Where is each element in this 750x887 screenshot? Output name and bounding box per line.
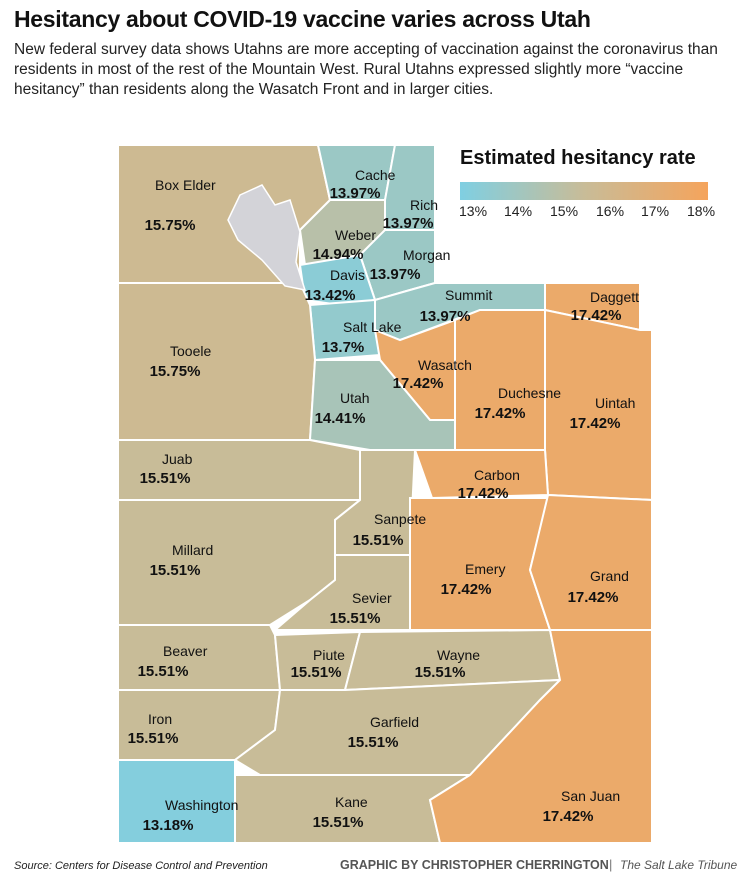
legend-tick: 18%	[687, 203, 716, 219]
county-name-uintah: Uintah	[595, 395, 635, 411]
county-rate-iron: 15.51%	[128, 730, 179, 747]
county-rate-washington: 13.18%	[143, 817, 194, 834]
legend-tick: 15%	[550, 203, 579, 219]
county-rate-sevier: 15.51%	[330, 610, 381, 627]
county-name-wasatch: Wasatch	[418, 357, 472, 373]
legend-color-bar	[460, 182, 708, 200]
county-rate-salt-lake: 13.7%	[322, 339, 365, 356]
county-rate-emery: 17.42%	[441, 581, 492, 598]
county-name-summit: Summit	[445, 287, 493, 303]
county-name-beaver: Beaver	[163, 643, 208, 659]
graphic-credit: GRAPHIC BY CHRISTOPHER CHERRINGTON	[340, 858, 609, 872]
county-rate-san-juan: 17.42%	[543, 808, 594, 825]
county-name-duchesne: Duchesne	[498, 385, 561, 401]
page-title: Hesitancy about COVID-19 vaccine varies …	[14, 6, 591, 32]
county-name-morgan: Morgan	[403, 247, 450, 263]
county-rate-summit: 13.97%	[420, 308, 471, 325]
county-name-daggett: Daggett	[590, 289, 639, 305]
county-rate-sanpete: 15.51%	[353, 532, 404, 549]
county-box-elder	[117, 144, 332, 284]
credit-separator: |	[609, 857, 613, 872]
county-name-san-juan: San Juan	[561, 788, 620, 804]
county-name-sevier: Sevier	[352, 590, 392, 606]
county-name-utah: Utah	[340, 390, 370, 406]
county-rate-tooele: 15.75%	[150, 363, 201, 380]
county-rate-wasatch: 17.42%	[393, 375, 444, 392]
county-rate-morgan: 13.97%	[370, 266, 421, 283]
legend-tick: 17%	[641, 203, 670, 219]
county-rate-garfield: 15.51%	[348, 734, 399, 751]
county-name-millard: Millard	[172, 542, 213, 558]
county-duchesne	[454, 309, 546, 451]
county-rate-utah: 14.41%	[315, 410, 366, 427]
legend-tick: 14%	[504, 203, 533, 219]
legend-tick: 16%	[596, 203, 625, 219]
county-rate-uintah: 17.42%	[570, 415, 621, 432]
county-name-washington: Washington	[165, 797, 238, 813]
county-rate-wayne: 15.51%	[415, 664, 466, 681]
county-grand	[528, 493, 653, 631]
county-rate-piute: 15.51%	[291, 664, 342, 681]
county-rate-duchesne: 17.42%	[475, 405, 526, 422]
county-name-davis: Davis	[330, 267, 365, 283]
county-name-emery: Emery	[465, 561, 505, 577]
county-name-weber: Weber	[335, 227, 376, 243]
county-name-sanpete: Sanpete	[374, 511, 426, 527]
county-rate-grand: 17.42%	[568, 589, 619, 606]
county-rate-carbon: 17.42%	[458, 485, 509, 502]
county-name-grand: Grand	[590, 568, 629, 584]
county-rate-kane: 15.51%	[313, 814, 364, 831]
legend-title: Estimated hesitancy rate	[460, 147, 696, 169]
county-name-box-elder: Box Elder	[155, 177, 216, 193]
county-name-cache: Cache	[355, 167, 396, 183]
county-name-kane: Kane	[335, 794, 368, 810]
county-san-juan	[428, 629, 653, 844]
great-salt-lake	[227, 184, 307, 291]
county-rate-beaver: 15.51%	[138, 663, 189, 680]
county-rate-millard: 15.51%	[150, 562, 201, 579]
subtitle: New federal survey data shows Utahns are…	[14, 41, 718, 98]
county-name-piute: Piute	[313, 647, 345, 663]
county-rate-box-elder: 15.75%	[145, 217, 196, 234]
county-name-salt-lake: Salt Lake	[343, 319, 402, 335]
legend-tick: 13%	[459, 203, 488, 219]
publication-name: The Salt Lake Tribune	[620, 858, 738, 872]
county-rate-weber: 14.94%	[313, 246, 364, 263]
county-rate-juab: 15.51%	[140, 470, 191, 487]
county-rate-daggett: 17.42%	[571, 307, 622, 324]
county-name-wayne: Wayne	[437, 647, 480, 663]
county-rate-davis: 13.42%	[305, 287, 356, 304]
source-note: Source: Centers for Disease Control and …	[14, 860, 268, 872]
county-rate-rich: 13.97%	[383, 215, 434, 232]
county-name-iron: Iron	[148, 711, 172, 727]
county-name-carbon: Carbon	[474, 467, 520, 483]
county-name-rich: Rich	[410, 197, 438, 213]
county-name-tooele: Tooele	[170, 343, 211, 359]
county-rate-cache: 13.97%	[330, 185, 381, 202]
county-name-juab: Juab	[162, 451, 193, 467]
county-name-garfield: Garfield	[370, 714, 419, 730]
county-tooele	[117, 282, 317, 441]
